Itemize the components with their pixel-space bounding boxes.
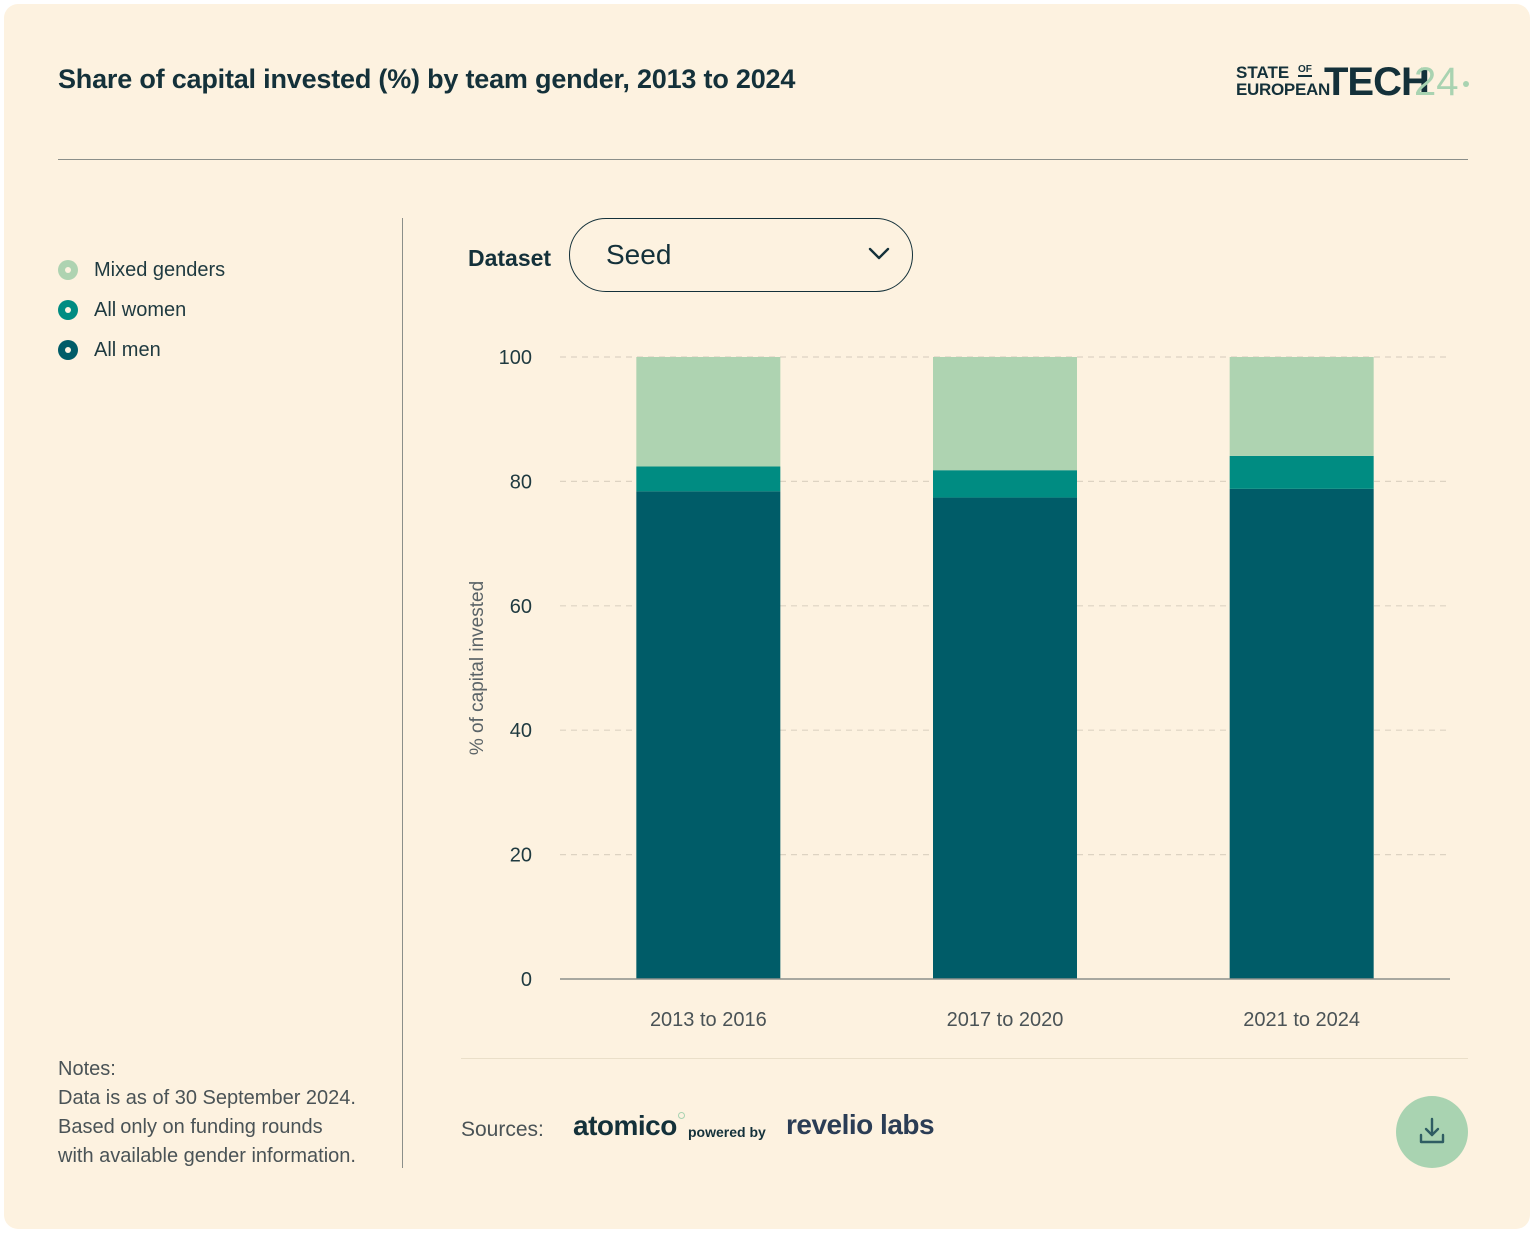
- legend-item-all-men[interactable]: All men: [58, 330, 225, 370]
- logo-dot: [1463, 81, 1469, 87]
- dataset-label: Dataset: [468, 245, 552, 271]
- footer-divider: [461, 1058, 1468, 1059]
- bar-segment-mixed-genders: [933, 357, 1077, 471]
- legend-label: All men: [94, 338, 161, 361]
- chevron-down-icon: [868, 247, 890, 260]
- notes-heading: Notes:: [58, 1058, 116, 1080]
- notes-line: Data is as of 30 September 2024.: [58, 1087, 356, 1109]
- legend-label: All women: [94, 298, 187, 321]
- header-divider: [58, 159, 1468, 160]
- chart-title: Share of capital invested (%) by team ge…: [58, 64, 796, 94]
- notes-line: Based only on funding rounds: [58, 1116, 323, 1138]
- legend-item-all-women[interactable]: All women: [58, 290, 225, 330]
- sidebar-divider: [402, 218, 403, 1168]
- y-tick-label: 40: [510, 720, 532, 742]
- y-axis-label: % of capital invested: [467, 581, 488, 755]
- atomico-logo: atomico: [573, 1110, 677, 1141]
- logo-year: 24: [1414, 60, 1459, 104]
- legend-swatch-all-men: [58, 340, 78, 360]
- y-tick-label: 0: [521, 969, 532, 991]
- download-icon: [1419, 1117, 1445, 1144]
- download-button[interactable]: [1396, 1096, 1468, 1168]
- logo-of: OF: [1298, 64, 1312, 77]
- x-tick-label: 2013 to 2016: [650, 1009, 767, 1031]
- y-tick-label: 20: [510, 845, 532, 867]
- revelio-labs-logo: revelio labs: [786, 1109, 935, 1140]
- atomico-logo-dot: [678, 1112, 685, 1119]
- x-tick-label: 2017 to 2020: [947, 1009, 1064, 1031]
- notes: Notes: Data is as of 30 September 2024. …: [58, 1055, 356, 1171]
- bar-segment-all-women: [933, 470, 1077, 498]
- state-of-european-tech-logo: STATE OF EUROPEAN TECH 24: [1236, 62, 1476, 106]
- bar-segment-all-men: [636, 491, 781, 979]
- logo-state: STATE: [1236, 63, 1290, 82]
- y-tick-label: 80: [510, 471, 532, 493]
- sources-label: Sources:: [461, 1118, 544, 1141]
- y-tick-label: 60: [510, 596, 532, 618]
- y-tick-label: 100: [499, 347, 532, 369]
- dataset-select[interactable]: Seed: [569, 218, 913, 292]
- x-tick-label: 2021 to 2024: [1243, 1009, 1360, 1031]
- legend-swatch-mixed-genders: [58, 260, 78, 280]
- logo-tech: TECH: [1324, 60, 1430, 104]
- powered-by-label: powered by: [688, 1124, 766, 1140]
- bar-segment-mixed-genders: [1229, 357, 1374, 456]
- bar-segment-all-men: [933, 497, 1077, 979]
- bar-segment-all-women: [636, 466, 781, 492]
- bar-segment-all-women: [1229, 455, 1374, 489]
- dataset-select-value: Seed: [606, 239, 672, 270]
- legend-swatch-all-women: [58, 300, 78, 320]
- bar-segment-mixed-genders: [636, 357, 781, 467]
- notes-line: with available gender information.: [58, 1145, 356, 1167]
- bar-segment-all-men: [1229, 488, 1374, 979]
- logo-european: EUROPEAN: [1236, 80, 1330, 99]
- legend-item-mixed-genders[interactable]: Mixed genders: [58, 250, 225, 290]
- legend: Mixed genders All women All men: [58, 250, 225, 370]
- legend-label: Mixed genders: [94, 258, 226, 281]
